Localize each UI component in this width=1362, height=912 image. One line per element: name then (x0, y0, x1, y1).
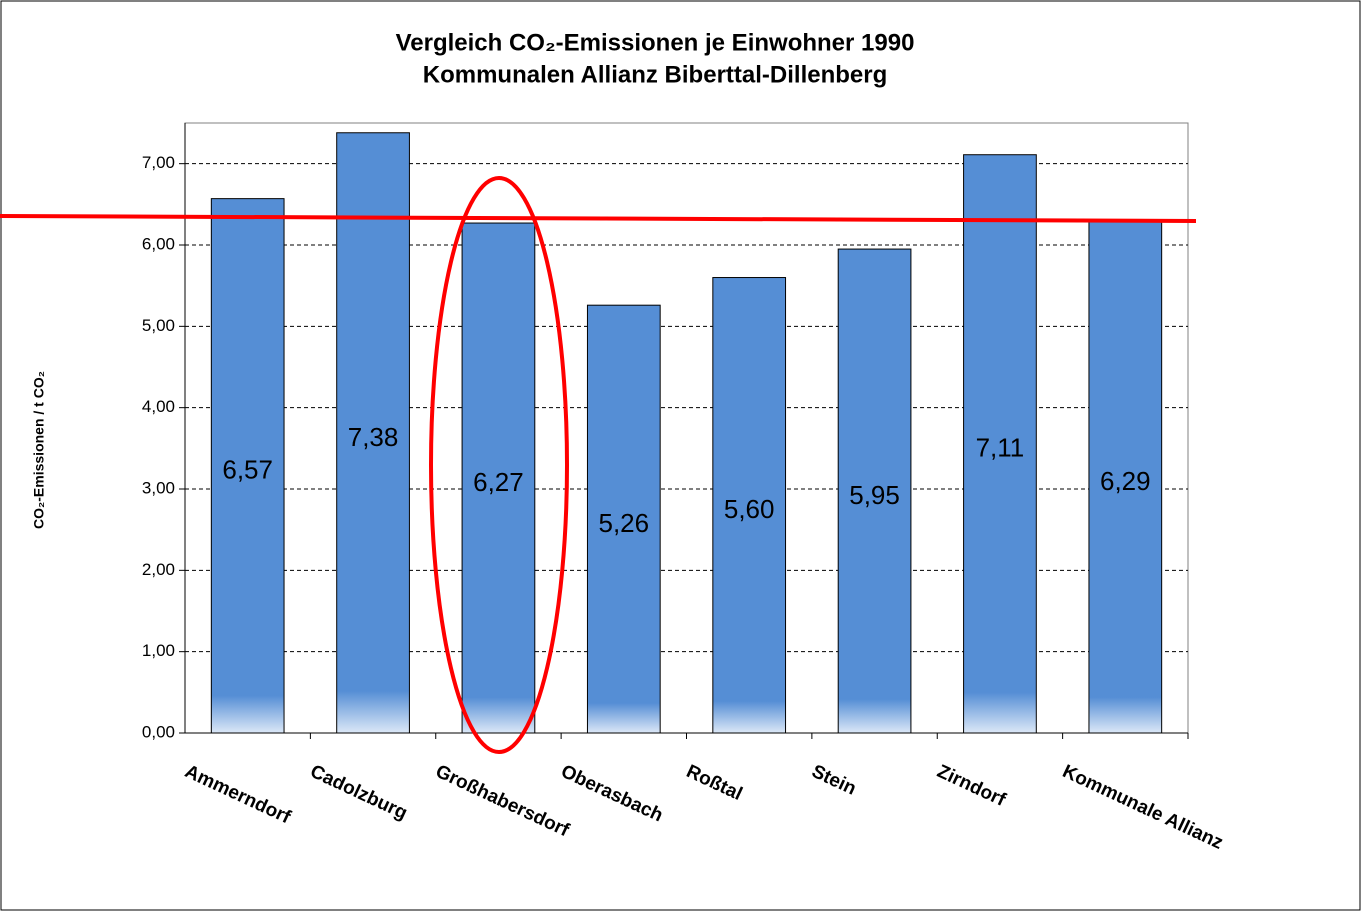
annotation-ellipse (429, 176, 569, 754)
y-tick-label: 1,00 (142, 641, 175, 660)
bar (461, 222, 536, 734)
value-label: 5,95 (849, 480, 900, 510)
value-label: 7,11 (976, 433, 1025, 463)
bar (712, 277, 787, 734)
y-tick-label: 4,00 (142, 397, 175, 416)
y-tick-label: 6,00 (142, 234, 175, 253)
bar (586, 304, 661, 734)
annotation-line (0, 214, 1197, 223)
chart-title: Vergleich CO₂-Emissionen je Einwohner 19… (396, 29, 915, 56)
bar (837, 248, 912, 734)
bar (210, 198, 285, 734)
y-tick-label: 7,00 (142, 153, 175, 172)
value-label: 6,57 (222, 455, 273, 485)
value-label: 5,60 (724, 494, 775, 524)
y-tick-label: 3,00 (142, 478, 175, 497)
y-tick-label: 5,00 (142, 316, 175, 335)
value-label: 5,26 (599, 508, 650, 538)
bar (963, 154, 1037, 734)
bar (1088, 220, 1163, 734)
y-tick-label: 2,00 (142, 560, 175, 579)
value-label: 6,29 (1100, 466, 1151, 496)
value-label: 6,27 (473, 467, 524, 497)
y-tick-label: 0,00 (142, 722, 175, 741)
chart-subtitle: Kommunalen Allianz Biberttal-Dillenberg (423, 61, 888, 88)
y-axis-label: CO₂-Emissionen / t CO₂ (31, 371, 47, 529)
value-label: 7,38 (348, 422, 399, 452)
